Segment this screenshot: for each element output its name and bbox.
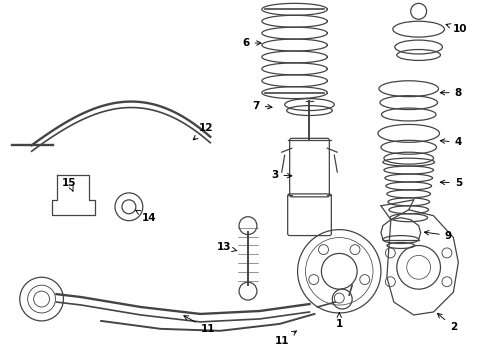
Text: 4: 4 [441,137,462,147]
Text: 7: 7 [252,100,272,111]
Text: 13: 13 [217,243,237,252]
Text: 1: 1 [336,313,343,329]
Text: 3: 3 [271,170,292,180]
Text: 6: 6 [243,38,261,48]
Text: 9: 9 [424,230,452,240]
Text: 14: 14 [136,210,156,223]
Text: 2: 2 [438,314,457,332]
Text: 15: 15 [62,178,76,191]
Text: 12: 12 [193,123,214,140]
Text: 10: 10 [446,24,467,34]
Text: 11: 11 [184,316,216,334]
Text: 8: 8 [441,88,462,98]
Text: 11: 11 [274,331,296,346]
Text: 5: 5 [441,178,462,188]
